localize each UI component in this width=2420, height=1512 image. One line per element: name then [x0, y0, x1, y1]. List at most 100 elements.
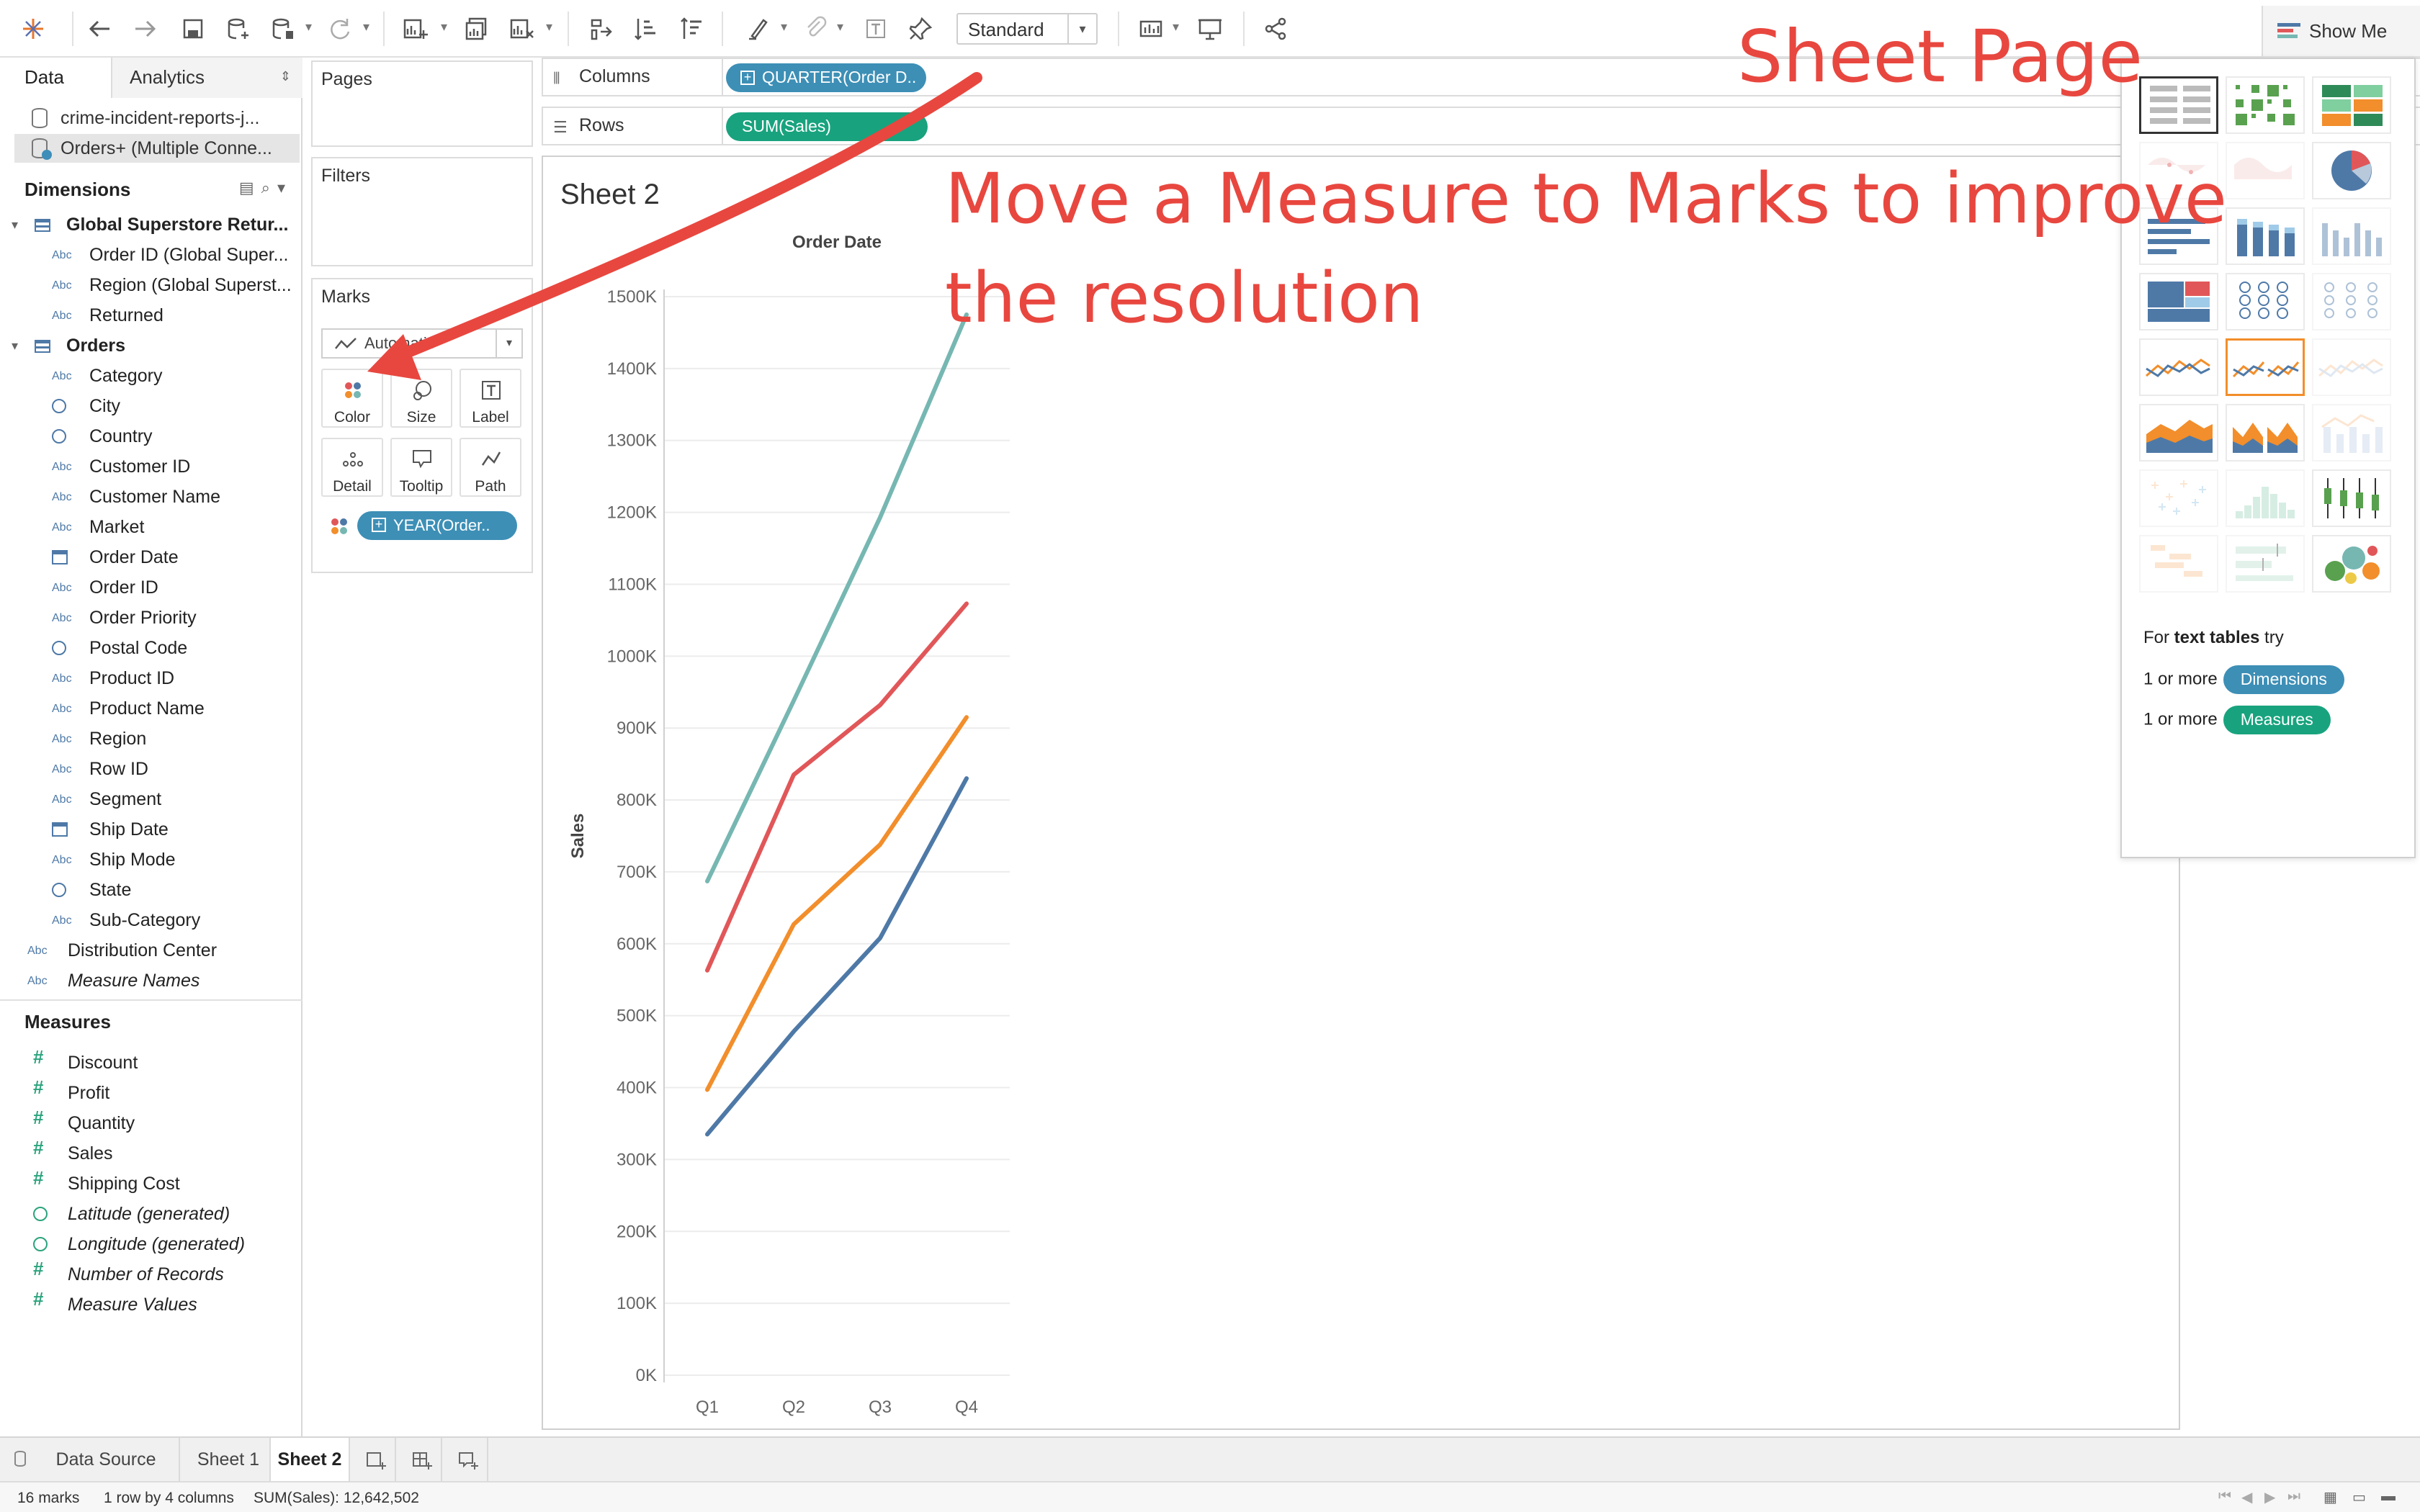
tab-sheet-1[interactable]: Sheet 1	[187, 1438, 271, 1481]
sort-ascending-icon[interactable]	[629, 12, 664, 46]
tab-analytics[interactable]: Analytics ⇕	[112, 58, 302, 98]
show-me-lines-continuous[interactable]	[2139, 338, 2218, 396]
dimension-field[interactable]: Abc Measure Names	[0, 965, 302, 995]
dimension-field[interactable]: State	[0, 874, 302, 904]
highlight-icon[interactable]	[740, 12, 775, 46]
dimension-field[interactable]: Abc Region	[0, 723, 302, 753]
dimension-field[interactable]: Order Date	[0, 541, 302, 572]
data-source-item[interactable]: crime-incident-reports-j...	[14, 104, 300, 132]
save-icon[interactable]	[176, 12, 210, 46]
expand-plus-icon[interactable]: +	[372, 518, 386, 532]
show-me-dual-combination[interactable]	[2312, 404, 2391, 462]
filters-card[interactable]: Filters	[311, 157, 533, 266]
show-me-heat-map[interactable]	[2226, 76, 2305, 134]
expand-plus-icon[interactable]: +	[740, 71, 755, 85]
clear-sheet-icon[interactable]	[504, 12, 539, 46]
pages-card[interactable]: Pages	[311, 60, 533, 147]
show-cards-icon[interactable]	[1134, 12, 1168, 46]
dimension-field[interactable]: Abc Distribution Center	[0, 935, 302, 965]
measure-field[interactable]: # Discount	[0, 1047, 302, 1077]
show-me-box-and-whisker[interactable]	[2312, 469, 2391, 527]
view-area[interactable]: Sheet 2 0K 100K 200K 300K 400K 500K 600K 700K 80…	[542, 156, 2180, 1430]
dimension-field[interactable]: Postal Code	[0, 632, 302, 662]
show-me-scatter-plot[interactable]	[2139, 469, 2218, 527]
show-me-highlight-table[interactable]	[2312, 76, 2391, 134]
show-me-lines-discrete[interactable]	[2226, 338, 2305, 396]
tab-sheet-2[interactable]: Sheet 2	[271, 1438, 350, 1481]
swap-rows-columns-icon[interactable]	[583, 12, 618, 46]
next-sheet-icon[interactable]: ▶	[2264, 1490, 2276, 1506]
new-worksheet-caret-icon[interactable]: ▾	[441, 19, 448, 34]
dimension-field[interactable]: City	[0, 390, 302, 420]
show-me-pie-chart[interactable]	[2312, 142, 2391, 199]
show-me-gantt-chart[interactable]	[2139, 535, 2218, 593]
fix-axes-pin-icon[interactable]	[903, 12, 938, 46]
marks-detail-button[interactable]: Detail	[321, 438, 383, 497]
search-icon[interactable]: ⌕	[261, 179, 277, 197]
show-me-histogram[interactable]	[2226, 469, 2305, 527]
dimension-field[interactable]: Abc Category	[0, 360, 302, 390]
show-me-treemap[interactable]	[2139, 273, 2218, 330]
show-cards-caret-icon[interactable]: ▾	[1173, 19, 1180, 34]
show-me-text-table[interactable]	[2139, 76, 2218, 134]
measure-field[interactable]: # Number of Records	[0, 1259, 302, 1289]
dimension-field[interactable]: Abc Returned	[0, 300, 302, 330]
new-dashboard-tab-icon[interactable]	[403, 1438, 442, 1481]
dimension-field[interactable]: Abc Customer Name	[0, 481, 302, 511]
show-me-area-continuous[interactable]	[2139, 404, 2218, 462]
dimension-field[interactable]: Abc Product Name	[0, 693, 302, 723]
marks-path-button[interactable]: Path	[460, 438, 521, 497]
dimension-field[interactable]: Abc Product ID	[0, 662, 302, 693]
measure-field[interactable]: # Profit	[0, 1077, 302, 1107]
dimension-field[interactable]: Abc Order Priority	[0, 602, 302, 632]
show-me-circle-views[interactable]	[2226, 273, 2305, 330]
table-header[interactable]: ▾ Global Superstore Retur...	[0, 209, 302, 239]
table-header[interactable]: ▾ Orders	[0, 330, 302, 360]
dimension-field[interactable]: Abc Customer ID	[0, 451, 302, 481]
measure-field[interactable]: Latitude (generated)	[0, 1198, 302, 1228]
dimension-field[interactable]: Country	[0, 420, 302, 451]
measure-field[interactable]: # Quantity	[0, 1107, 302, 1138]
redo-icon[interactable]	[128, 12, 163, 46]
group-caret-icon[interactable]: ▾	[837, 19, 844, 34]
show-me-dual-lines[interactable]	[2312, 338, 2391, 396]
undo-icon[interactable]	[82, 12, 117, 46]
data-source-item[interactable]: Orders+ (Multiple Conne...	[14, 134, 300, 163]
clear-sheet-caret-icon[interactable]: ▾	[546, 19, 553, 34]
dimension-field[interactable]: Abc Segment	[0, 783, 302, 814]
measure-field[interactable]: Longitude (generated)	[0, 1228, 302, 1259]
marks-size-button[interactable]: Size	[390, 369, 452, 428]
collapse-chevron-icon[interactable]: ▾	[12, 338, 19, 353]
presentation-mode-icon[interactable]	[1193, 12, 1227, 46]
sheet-sorter-icon[interactable]: ▦	[2323, 1490, 2337, 1506]
prev-sheet-icon[interactable]: ◀	[2241, 1490, 2253, 1506]
show-me-horizontal-bars[interactable]	[2139, 207, 2218, 265]
pane-sort-icon[interactable]: ⇕	[279, 69, 291, 84]
pause-updates-icon[interactable]	[265, 12, 300, 46]
show-mark-labels-icon[interactable]	[859, 12, 893, 46]
new-worksheet-icon[interactable]	[398, 12, 432, 46]
dimension-field[interactable]: Abc Ship Mode	[0, 844, 302, 874]
dimension-field[interactable]: Abc Region (Global Superst...	[0, 269, 302, 300]
new-worksheet-tab-icon[interactable]	[357, 1438, 396, 1481]
sort-descending-icon[interactable]	[676, 12, 710, 46]
marks-label-button[interactable]: Label	[460, 369, 521, 428]
tab-data-source[interactable]: Data Source	[0, 1438, 180, 1481]
duplicate-sheet-icon[interactable]	[460, 12, 494, 46]
filmstrip-icon[interactable]: ▭	[2352, 1490, 2366, 1506]
first-sheet-icon[interactable]: ⏮	[2218, 1488, 2231, 1504]
highlight-caret-icon[interactable]: ▾	[781, 19, 788, 34]
last-sheet-icon[interactable]: ⏭	[2287, 1488, 2300, 1504]
show-me-side-by-side-circles[interactable]	[2312, 273, 2391, 330]
marks-tooltip-button[interactable]: Tooltip	[390, 438, 452, 497]
pause-updates-caret-icon[interactable]: ▾	[305, 19, 313, 34]
dimension-field[interactable]: Abc Market	[0, 511, 302, 541]
measure-field[interactable]: # Sales	[0, 1138, 302, 1168]
fit-mode-select[interactable]: Standard ▾	[956, 13, 1098, 45]
show-me-side-by-side-bars[interactable]	[2312, 207, 2391, 265]
year-order-date-pill[interactable]: + YEAR(Order..	[357, 511, 517, 540]
dimension-field[interactable]: Abc Row ID	[0, 753, 302, 783]
tabs-view-icon[interactable]: ▬	[2381, 1488, 2396, 1504]
marks-color-button[interactable]: Color	[321, 369, 383, 428]
measure-field[interactable]: # Measure Values	[0, 1289, 302, 1319]
